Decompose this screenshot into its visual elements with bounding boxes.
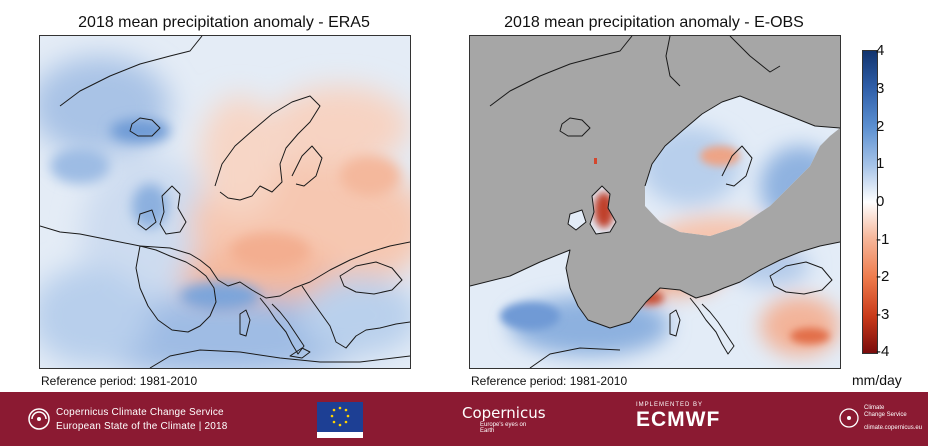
copernicus-wordmark: Copernicus bbox=[462, 404, 546, 422]
colorbar-tick: -1 bbox=[876, 231, 890, 248]
colorbar-tick: 4 bbox=[876, 42, 885, 59]
eobs-map-canvas bbox=[470, 36, 840, 368]
era5-map-canvas bbox=[40, 36, 410, 368]
era5-reference-period: Reference period: 1981-2010 bbox=[41, 374, 198, 388]
ecmwf-logo-icon: IMPLEMENTED BY ECMWF bbox=[636, 402, 756, 432]
c3s-small-line-2: Change Service bbox=[864, 412, 907, 418]
colorbar-unit: mm/day bbox=[852, 372, 902, 388]
footer-line-2: European State of the Climate | 2018 bbox=[56, 421, 228, 432]
colorbar-tick: 3 bbox=[876, 80, 885, 97]
colorbar-tick: -2 bbox=[876, 268, 890, 285]
footer-line-1: Copernicus Climate Change Service bbox=[56, 407, 224, 418]
ecmwf-wordmark: ECMWF bbox=[636, 408, 721, 431]
eobs-map-title: 2018 mean precipitation anomaly - E-OBS bbox=[504, 14, 804, 31]
colorbar-gradient bbox=[862, 50, 878, 354]
eobs-reference-period: Reference period: 1981-2010 bbox=[471, 374, 628, 388]
colorbar-tick: 2 bbox=[876, 118, 885, 135]
c3s-small-logo-icon bbox=[839, 408, 859, 428]
c3s-logo-icon bbox=[28, 408, 50, 430]
c3s-small-url: climate.copernicus.eu bbox=[864, 425, 923, 431]
colorbar-tick: 1 bbox=[876, 155, 885, 172]
copernicus-logo-icon: Copernicus Europe's eyes on Earth bbox=[462, 404, 546, 434]
eobs-map bbox=[469, 35, 841, 369]
colorbar-tick: -4 bbox=[876, 343, 890, 360]
colorbar-tick: 0 bbox=[876, 193, 885, 210]
era5-map-title: 2018 mean precipitation anomaly - ERA5 bbox=[78, 14, 370, 31]
copernicus-tagline: Europe's eyes on Earth bbox=[480, 422, 527, 434]
era5-map bbox=[39, 35, 411, 369]
ecmwf-implemented-by: IMPLEMENTED BY bbox=[636, 402, 704, 408]
footer-banner: Copernicus Climate Change Service Europe… bbox=[0, 392, 928, 446]
c3s-small-line-1: Climate bbox=[864, 405, 885, 411]
eu-flag-icon bbox=[317, 402, 363, 438]
colorbar-tick: -3 bbox=[876, 306, 890, 323]
